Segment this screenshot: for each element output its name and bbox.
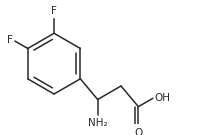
Text: F: F [51, 6, 57, 16]
Text: F: F [7, 35, 13, 45]
Text: O: O [134, 128, 142, 135]
Text: NH₂: NH₂ [87, 118, 107, 128]
Text: OH: OH [154, 93, 170, 103]
